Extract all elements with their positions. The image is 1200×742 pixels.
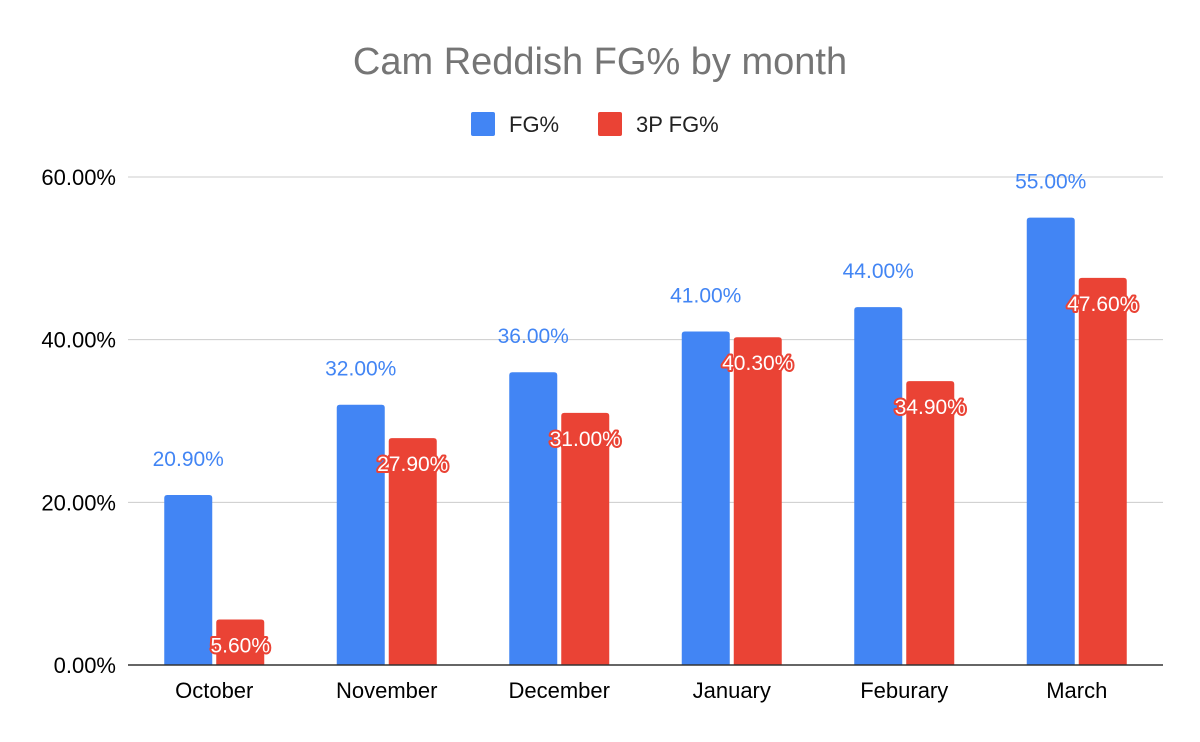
x-tick-label-december: December: [509, 678, 610, 703]
data-label-fg-march: 55.00%: [1015, 171, 1086, 194]
bars: [164, 217, 1127, 665]
data-label-fg-december: 36.00%: [498, 325, 569, 348]
x-tick-label-november: November: [336, 678, 437, 703]
bar-fg-march: [1026, 217, 1075, 665]
data-label-fg-november: 32.00%: [325, 358, 396, 381]
data-label-3p-fg-january: 40.30%: [722, 352, 793, 375]
bar-fg-january: [681, 331, 730, 665]
data-label-3p-fg-november: 27.90%: [377, 453, 448, 476]
legend-label-3p-fg: 3P FG%: [636, 112, 719, 137]
bar-3p-fg-january: [733, 337, 782, 665]
y-tick-label: 60.00%: [41, 165, 116, 190]
data-label-fg-feburary: 44.00%: [843, 260, 914, 283]
data-label-3p-fg-october: 5.60%: [210, 634, 270, 657]
y-axis: 0.00% 20.00% 40.00% 60.00%: [41, 165, 116, 678]
bar-3p-fg-october: [216, 619, 265, 665]
bar-3p-fg-march: [1078, 277, 1127, 665]
data-label-3p-fg-feburary: 34.90%: [895, 396, 966, 419]
data-label-fg-january: 41.00%: [670, 285, 741, 308]
x-tick-label-march: March: [1046, 678, 1107, 703]
legend-swatch-3p-fg: [598, 112, 622, 136]
bar-fg-november: [336, 404, 385, 665]
bar-fg-feburary: [854, 307, 903, 665]
legend-label-fg: FG%: [509, 112, 559, 137]
x-axis: October November December January Feburary Ma…: [128, 664, 1163, 703]
legend-swatch-fg: [471, 112, 495, 136]
chart-title: Cam Reddish FG% by month: [353, 41, 847, 83]
y-tick-label: 20.00%: [41, 490, 116, 515]
bar-3p-fg-december: [561, 412, 610, 665]
data-label-fg-october: 20.90%: [153, 448, 224, 471]
y-tick-label: 40.00%: [41, 328, 116, 353]
gridlines: [128, 176, 1163, 503]
data-label-3p-fg-december: 31.00%: [550, 428, 621, 451]
data-labels: 20.90% 5.60% 32.00% 27.90% 36.00% 31.00% 41.00…: [153, 171, 1141, 660]
x-tick-label-feburary: Feburary: [860, 678, 948, 703]
x-tick-label-october: October: [175, 678, 253, 703]
bar-fg-december: [509, 372, 558, 665]
bar-3p-fg-feburary: [906, 381, 955, 665]
data-label-3p-fg-march: 47.60%: [1067, 293, 1138, 316]
y-tick-label: 0.00%: [54, 653, 116, 678]
legend: FG% 3P FG%: [471, 112, 719, 137]
bar-3p-fg-november: [388, 438, 437, 665]
x-tick-label-january: January: [693, 678, 771, 703]
bar-fg-october: [164, 495, 213, 665]
